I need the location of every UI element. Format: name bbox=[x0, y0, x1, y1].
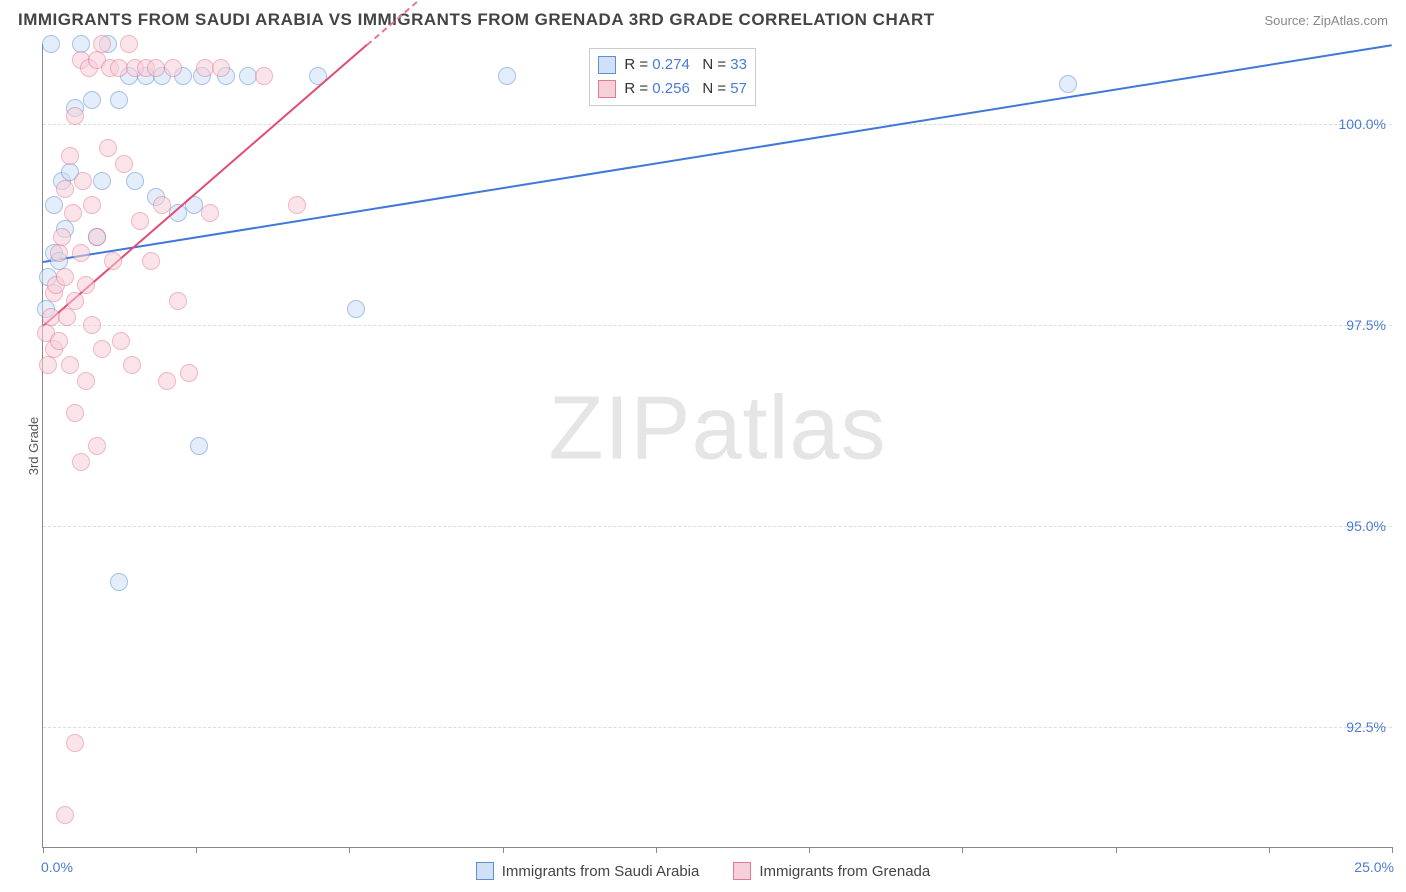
data-point bbox=[93, 340, 111, 358]
data-point bbox=[77, 372, 95, 390]
legend-label: Immigrants from Grenada bbox=[759, 863, 930, 880]
data-point bbox=[110, 573, 128, 591]
legend-swatch bbox=[733, 862, 751, 880]
y-tick-label: 92.5% bbox=[1346, 719, 1386, 735]
x-tick bbox=[349, 847, 350, 853]
x-tick bbox=[503, 847, 504, 853]
data-point bbox=[66, 404, 84, 422]
data-point bbox=[190, 437, 208, 455]
data-point bbox=[88, 437, 106, 455]
data-point bbox=[498, 67, 516, 85]
chart-title: IMMIGRANTS FROM SAUDI ARABIA VS IMMIGRAN… bbox=[18, 10, 935, 30]
data-point bbox=[131, 212, 149, 230]
legend-swatch bbox=[598, 56, 616, 74]
data-point bbox=[158, 372, 176, 390]
bottom-legend: Immigrants from Saudi Arabia Immigrants f… bbox=[0, 862, 1406, 880]
data-point bbox=[72, 453, 90, 471]
data-point bbox=[126, 172, 144, 190]
x-tick bbox=[809, 847, 810, 853]
source-label: Source: ZipAtlas.com bbox=[1264, 13, 1388, 28]
gridline bbox=[43, 325, 1392, 326]
y-tick-label: 95.0% bbox=[1346, 518, 1386, 534]
x-tick bbox=[1116, 847, 1117, 853]
data-point bbox=[169, 292, 187, 310]
data-point bbox=[39, 356, 57, 374]
data-point bbox=[120, 35, 138, 53]
data-point bbox=[83, 91, 101, 109]
data-point bbox=[99, 139, 117, 157]
legend-swatch bbox=[476, 862, 494, 880]
data-point bbox=[83, 316, 101, 334]
data-point bbox=[45, 196, 63, 214]
data-point bbox=[112, 332, 130, 350]
data-point bbox=[53, 228, 71, 246]
gridline bbox=[43, 727, 1392, 728]
data-point bbox=[61, 147, 79, 165]
legend-label: Immigrants from Saudi Arabia bbox=[502, 863, 700, 880]
x-tick bbox=[656, 847, 657, 853]
data-point bbox=[88, 228, 106, 246]
data-point bbox=[201, 204, 219, 222]
data-point bbox=[93, 35, 111, 53]
y-tick-label: 100.0% bbox=[1339, 116, 1386, 132]
data-point bbox=[50, 244, 68, 262]
scatter-plot: ZIPatlas 92.5%95.0%97.5%100.0%0.0%25.0%R… bbox=[42, 44, 1392, 848]
x-tick bbox=[1269, 847, 1270, 853]
data-point bbox=[66, 107, 84, 125]
stats-legend-row: R = 0.274 N = 33 bbox=[598, 53, 747, 77]
data-point bbox=[142, 252, 160, 270]
legend-item: Immigrants from Saudi Arabia bbox=[476, 862, 700, 880]
x-tick bbox=[196, 847, 197, 853]
data-point bbox=[61, 356, 79, 374]
gridline bbox=[43, 124, 1392, 125]
data-point bbox=[164, 59, 182, 77]
legend-swatch bbox=[598, 80, 616, 98]
data-point bbox=[83, 196, 101, 214]
y-axis-label: 3rd Grade bbox=[26, 417, 41, 476]
data-point bbox=[74, 172, 92, 190]
x-tick bbox=[962, 847, 963, 853]
data-point bbox=[72, 244, 90, 262]
data-point bbox=[64, 204, 82, 222]
stats-legend: R = 0.274 N = 33R = 0.256 N = 57 bbox=[589, 48, 756, 106]
data-point bbox=[104, 252, 122, 270]
data-point bbox=[123, 356, 141, 374]
data-point bbox=[212, 59, 230, 77]
data-point bbox=[56, 180, 74, 198]
gridline bbox=[43, 526, 1392, 527]
data-point bbox=[1059, 75, 1077, 93]
watermark: ZIPatlas bbox=[548, 378, 886, 481]
data-point bbox=[347, 300, 365, 318]
data-point bbox=[66, 292, 84, 310]
data-point bbox=[110, 91, 128, 109]
stats-legend-row: R = 0.256 N = 57 bbox=[598, 77, 747, 101]
x-tick bbox=[1392, 847, 1393, 853]
data-point bbox=[77, 276, 95, 294]
x-tick bbox=[43, 847, 44, 853]
legend-item: Immigrants from Grenada bbox=[733, 862, 930, 880]
data-point bbox=[153, 196, 171, 214]
data-point bbox=[180, 364, 198, 382]
data-point bbox=[93, 172, 111, 190]
data-point bbox=[56, 268, 74, 286]
data-point bbox=[288, 196, 306, 214]
data-point bbox=[50, 332, 68, 350]
data-point bbox=[58, 308, 76, 326]
data-point bbox=[42, 35, 60, 53]
data-point bbox=[255, 67, 273, 85]
data-point bbox=[56, 806, 74, 824]
data-point bbox=[66, 734, 84, 752]
data-point bbox=[115, 155, 133, 173]
y-tick-label: 97.5% bbox=[1346, 317, 1386, 333]
